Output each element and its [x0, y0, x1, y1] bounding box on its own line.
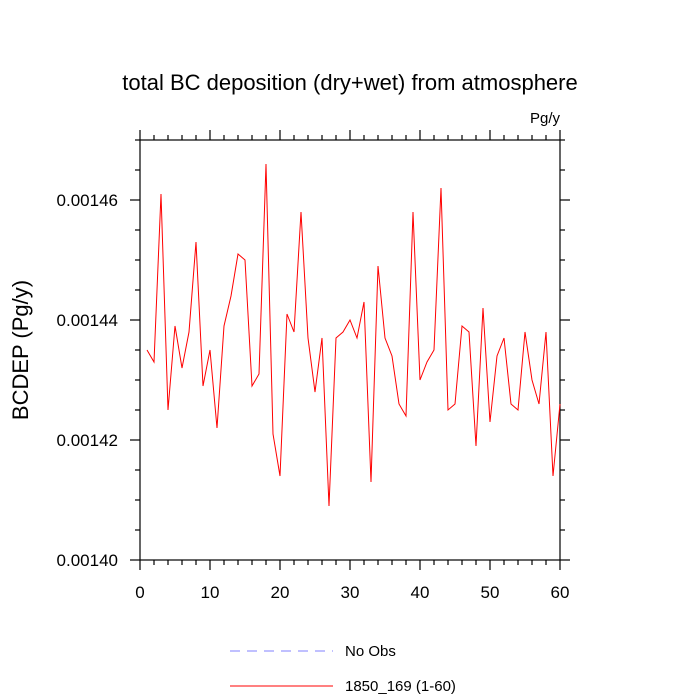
legend-label: 1850_169 (1-60): [345, 678, 456, 695]
plot-frame: [139, 139, 561, 561]
series-layer: [146, 163, 561, 507]
tick-labels: 0 10 20 30 40 50 60 0.00140 0.00142 0.00144 0.0014…: [57, 191, 570, 602]
y-tick-label: 0.00142: [57, 431, 118, 450]
x-tick-label: 0: [135, 583, 144, 602]
y-tick-label: 0.00144: [57, 311, 118, 330]
x-tick-label: 40: [411, 583, 430, 602]
x-tick-label: 60: [551, 583, 570, 602]
y-tick-label: 0.00140: [57, 551, 118, 570]
legend-label: No Obs: [345, 643, 396, 660]
legend: No Obs 1850_169 (1-60): [230, 643, 456, 695]
x-tick-label: 10: [201, 583, 220, 602]
chart-title: total BC deposition (dry+wet) from atmos…: [122, 70, 577, 95]
x-tick-label: 20: [271, 583, 290, 602]
x-tick-label: 30: [341, 583, 360, 602]
series-line: [146, 163, 561, 507]
x-tick-label: 50: [481, 583, 500, 602]
y-tick-label: 0.00146: [57, 191, 118, 210]
y-axis-label: BCDEP (Pg/y): [8, 280, 33, 420]
axis-ticks: [130, 130, 570, 570]
units-label: Pg/y: [530, 110, 561, 127]
